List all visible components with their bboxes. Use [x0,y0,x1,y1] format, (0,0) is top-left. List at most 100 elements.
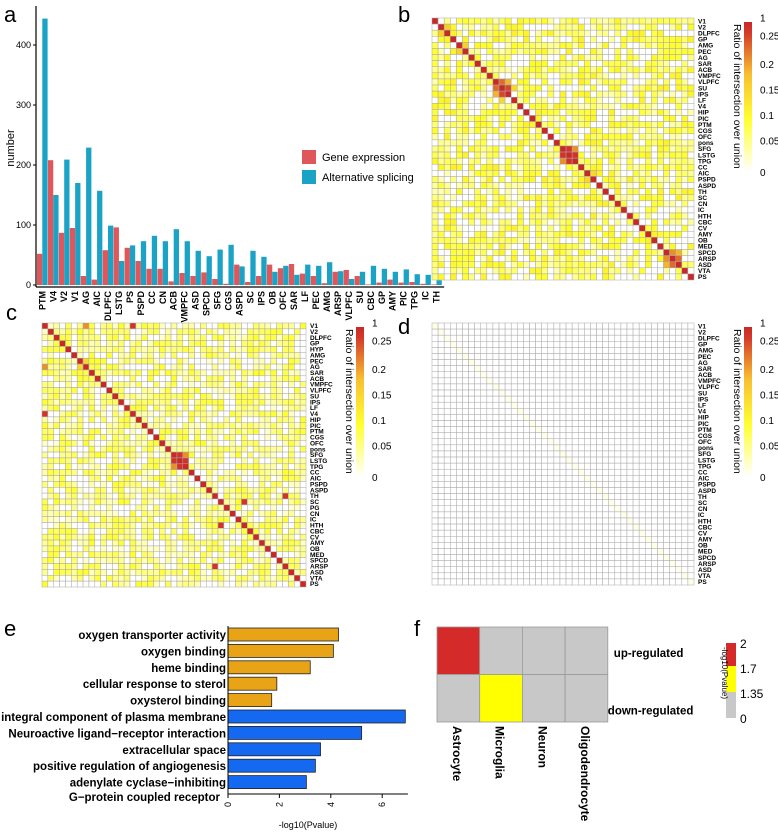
heatmap-cell [541,261,549,269]
heatmap-cell [638,206,646,214]
heatmap-cell [651,408,658,415]
heatmap-cell [645,29,652,37]
heatmap-cell [270,563,277,570]
heatmap-cell [638,249,646,256]
heatmap-cell [71,440,78,447]
heatmap-cell [106,463,113,470]
heatmap-cell [462,273,469,281]
heatmap-cell [620,157,628,165]
row-label: PIC [698,116,709,123]
heatmap-cell [529,109,536,116]
heatmap-cell [282,451,289,459]
heatmap-cell [498,84,506,92]
heatmap-cell [241,475,248,482]
heatmap-cell [170,545,178,553]
heatmap-cell [200,451,207,459]
heatmap-cell [217,563,225,570]
heatmap-cell [681,29,689,37]
heatmap-cell [288,369,295,377]
heatmap-cell [681,401,689,409]
bar-alternative-splicing [184,241,190,285]
heatmap-cell [510,206,518,214]
heatmap-cell [229,504,236,511]
heatmap-cell [614,261,622,269]
heatmap-cell [176,334,184,341]
heatmap-cell [235,481,242,488]
heatmap-cell [535,170,542,177]
heatmap-cell [602,103,609,110]
heatmap-cell [276,557,283,564]
heatmap-cell [474,72,481,80]
heatmap-cell [270,569,277,576]
heatmap-cell [456,103,463,110]
heatmap-cell [443,231,451,238]
heatmap-cell [147,328,154,335]
heatmap-cell [141,357,148,365]
heatmap-cell [480,255,488,262]
heatmap-cell [264,522,272,529]
heatmap-cell [450,243,457,250]
heatmap-cell [200,575,207,582]
heatmap-cell [681,231,689,238]
heatmap-cell [486,243,494,250]
heatmap-cell [651,377,658,385]
heatmap-cell [559,255,567,262]
heatmap-cell [590,414,597,421]
heatmap-cell [510,121,518,128]
heatmap-cell [626,66,634,74]
bar-alternative-splicing [140,241,147,285]
heatmap-cell [59,557,66,564]
heatmap-cell [504,157,512,165]
row-label: GP [310,341,320,348]
heatmap-cell [443,389,451,397]
heatmap-cell [681,157,689,165]
heatmap-cell [504,334,512,342]
heatmap-cell [294,387,301,394]
heatmap-cell [462,115,469,122]
heatmap-cell [565,426,573,433]
heatmap-cell [498,121,506,128]
heatmap-cell [182,451,189,459]
heatmap-cell [504,182,512,189]
heatmap-cell [252,457,260,465]
heatmap-cell [638,341,646,348]
heatmap-cell [206,369,213,377]
heatmap-cell [626,96,634,104]
heatmap-cell [443,267,451,275]
heatmap-cell [270,469,277,476]
heatmap-cell [188,328,195,335]
row-label: PEC [310,358,324,365]
heatmap-cell [141,363,148,371]
heatmap-cell [170,387,178,394]
heatmap-cell [206,510,213,517]
heatmap-cell [247,475,254,482]
heatmap-cell [553,408,561,415]
heatmap-cell [541,334,549,342]
heatmap-cell [129,357,137,365]
heatmap-cell [47,522,54,529]
heatmap-cell [675,261,683,269]
heatmap-cell [474,90,481,98]
heatmap-cell [669,408,676,415]
heatmap-cell [553,231,561,238]
heatmap-cell [82,481,90,488]
heatmap-cell [147,481,154,488]
heatmap-cell [147,393,154,400]
heatmap-cell [462,151,469,159]
heatmap-cell [443,420,451,427]
heatmap-cell [645,347,652,354]
heatmap-cell [223,516,230,523]
heatmap-cell [100,340,107,347]
heatmap-cell [669,115,676,122]
heatmap-cell [200,481,207,488]
heatmap-cell [252,410,260,418]
heatmap-cell [264,399,272,406]
heatmap-cell [129,322,137,330]
heatmap-cell [675,90,683,98]
heatmap-cell [194,381,201,388]
heatmap-cell [450,255,457,262]
heatmap-cell [565,212,573,220]
heatmap-cell [638,237,646,244]
bar-gene-expression [91,279,98,285]
heatmap-cell [159,469,166,476]
